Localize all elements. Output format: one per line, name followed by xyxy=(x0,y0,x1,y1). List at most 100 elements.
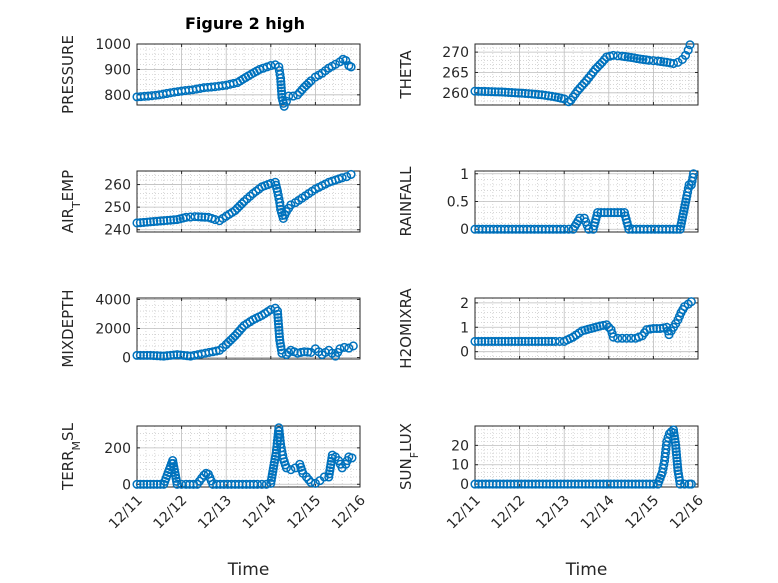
data-point xyxy=(573,86,583,96)
data-point xyxy=(602,320,612,330)
y-tick-label: 0 xyxy=(122,477,131,493)
interpolated-point xyxy=(149,217,159,227)
interpolated-point xyxy=(275,433,285,443)
data-point xyxy=(683,45,693,55)
axes-box xyxy=(136,43,361,106)
interpolated-point xyxy=(237,199,247,209)
data-point xyxy=(272,306,283,316)
interpolated-point xyxy=(575,83,585,93)
data-markers xyxy=(470,297,696,346)
interpolated-point xyxy=(139,217,149,227)
x-tick-label: 12/16 xyxy=(329,492,369,532)
interpolated-point xyxy=(162,351,172,361)
subplot-theta: 260 265 270 THETA xyxy=(397,40,699,107)
y-tick-label: 0.5 xyxy=(447,195,469,211)
data-markers xyxy=(470,40,695,107)
interpolated-point xyxy=(135,350,145,360)
x-tick-label: 12/14 xyxy=(240,492,280,532)
interpolated-point xyxy=(276,80,286,90)
interpolated-point xyxy=(480,336,490,346)
interpolated-point xyxy=(175,350,186,360)
data-point xyxy=(510,88,520,98)
y-axis-label: PRESSURE xyxy=(59,35,77,114)
data-point xyxy=(337,173,347,183)
interpolated-point xyxy=(493,336,503,346)
data-point xyxy=(286,200,296,210)
data-point xyxy=(348,341,358,351)
x-tick-label: 12/16 xyxy=(667,492,707,532)
interpolated-point xyxy=(520,336,530,346)
data-point xyxy=(608,50,618,60)
data-point xyxy=(145,479,155,489)
interpolated-point xyxy=(237,323,247,333)
data-point xyxy=(537,90,547,100)
y-tick-label: 270 xyxy=(442,45,469,61)
data-point xyxy=(279,101,289,111)
interpolated-point xyxy=(274,322,284,332)
interpolated-point xyxy=(273,312,283,323)
subplot-mixdepth: 0 2000 4000 MIXDEPTH xyxy=(59,289,361,368)
data-markers xyxy=(132,303,358,361)
interpolated-point xyxy=(275,201,285,211)
interpolated-point xyxy=(149,479,159,489)
interpolated-point xyxy=(520,88,530,98)
interpolated-point xyxy=(503,87,514,97)
interpolated-point xyxy=(197,212,207,222)
data-point xyxy=(293,90,303,100)
y-tick-label: 2 xyxy=(460,296,469,312)
interpolated-point xyxy=(276,83,286,93)
axes-box xyxy=(474,43,699,106)
data-point xyxy=(172,350,182,360)
subplot-rainfall: 0 0.5 1 RAINFALL xyxy=(397,166,699,238)
data-markers xyxy=(132,423,357,489)
figure-title: Figure 2 high xyxy=(185,14,305,33)
interpolated-point xyxy=(603,208,613,218)
data-point xyxy=(342,172,352,182)
interpolated-point xyxy=(688,172,698,183)
data-point xyxy=(306,477,316,487)
data-point xyxy=(330,59,341,69)
interpolated-point xyxy=(547,91,557,101)
data-point xyxy=(668,58,679,69)
subplot-sun-flux: 12/11 12/12 12/13 12/14 12/15 12/16 0 10 20 SUNFL… xyxy=(397,423,707,580)
data-point xyxy=(510,336,520,346)
interpolated-point xyxy=(274,329,284,339)
y-tick-label: 10 xyxy=(451,458,469,474)
data-point xyxy=(274,423,284,433)
data-point xyxy=(159,216,169,226)
interpolated-point xyxy=(672,459,682,469)
data-markers xyxy=(132,54,356,111)
data-point xyxy=(537,336,547,346)
y-axis-label: RAINFALL xyxy=(397,166,415,237)
interpolated-point xyxy=(284,347,294,358)
grid xyxy=(136,298,361,359)
interpolated-point xyxy=(609,208,619,218)
y-tick-label: 0 xyxy=(122,351,131,367)
interpolated-point xyxy=(142,479,152,489)
interpolated-point xyxy=(540,336,550,346)
interpolated-point xyxy=(155,216,165,226)
interpolated-point xyxy=(165,215,175,225)
data-markers xyxy=(470,425,696,489)
data-point xyxy=(470,336,480,346)
x-tick-label: 12/13 xyxy=(533,493,573,533)
interpolated-point xyxy=(276,76,286,87)
data-point xyxy=(299,347,309,357)
interpolated-point xyxy=(645,324,655,334)
interpolated-point xyxy=(135,218,145,228)
data-point xyxy=(622,333,632,343)
y-tick-label: 1 xyxy=(460,320,469,336)
data-point xyxy=(281,463,291,473)
interpolated-point xyxy=(304,475,314,485)
interpolated-point xyxy=(179,350,189,360)
subplot-terr-msl: 12/11 12/12 12/13 12/14 12/15 12/16 0 200 TERRMS… xyxy=(59,422,369,580)
data-point xyxy=(662,57,672,67)
interpolated-point xyxy=(598,320,608,331)
interpolated-point xyxy=(477,86,487,96)
interpolated-point xyxy=(271,445,282,455)
interpolated-point xyxy=(152,351,162,361)
data-point xyxy=(181,212,191,222)
data-point xyxy=(497,336,507,346)
